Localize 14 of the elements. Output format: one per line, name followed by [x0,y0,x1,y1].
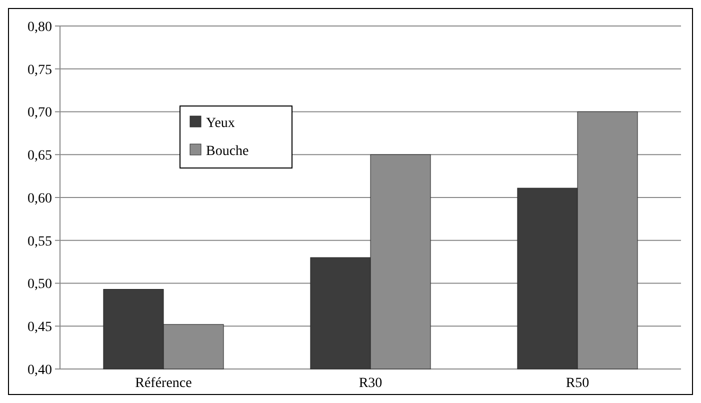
y-tick-label: 0,50 [28,277,52,292]
legend-label: Bouche [206,144,249,159]
y-tick-label: 0,60 [28,191,52,206]
y-tick-label: 0,70 [28,106,52,121]
x-tick-label: R30 [358,376,382,391]
y-tick-label: 0,80 [28,20,52,35]
y-tick-label: 0,75 [28,62,52,78]
legend-label: Yeux [206,116,235,131]
x-tick-label: Référence [135,376,192,391]
x-tick-label: R50 [566,376,590,391]
y-tick-label: 0,65 [28,148,52,164]
y-tick-label: 0,40 [28,362,52,378]
y-tick-label: 0,55 [28,234,52,250]
y-tick-label: 0,45 [28,320,52,336]
